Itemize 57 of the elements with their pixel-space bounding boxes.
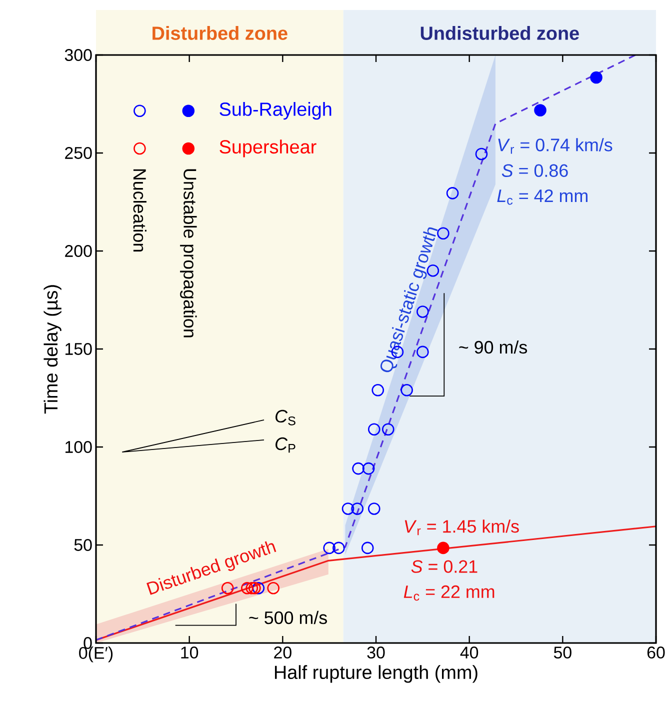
line-series <box>95 54 636 641</box>
point <box>400 384 413 396</box>
annotation: V$_{r}$ = 1.45 km/s <box>404 520 519 536</box>
x-tick-label: 40 <box>460 646 478 659</box>
point <box>372 384 384 396</box>
y-axis-title: Time delay (µs) <box>44 285 62 414</box>
y-tick-label: 50 <box>74 539 92 551</box>
point <box>534 104 546 116</box>
x-tick-label: 10 <box>181 646 198 659</box>
annotation: S = 0.21 <box>411 560 478 573</box>
annotation: Unstable propagation <box>180 169 197 338</box>
point <box>267 582 280 594</box>
point <box>246 582 258 594</box>
legend-label: Sub-Rayleigh <box>220 102 332 120</box>
y-tick-label: 150 <box>66 343 92 355</box>
x-tick-label: 60 <box>647 646 665 659</box>
point <box>248 582 261 594</box>
point <box>437 542 450 554</box>
point <box>252 582 265 594</box>
annotation: ~ 500 m/s <box>249 610 327 624</box>
point <box>351 502 364 515</box>
point <box>475 148 488 160</box>
y-tick-label: 200 <box>65 244 92 257</box>
annotation: L$_{c}$ = 22 mm <box>404 585 494 601</box>
band-label: Disturbed zone <box>152 26 288 40</box>
annotation: V$_{r}$ = 0.74 km/s <box>498 138 612 154</box>
annotation: L$_{c}$ = 42 mm <box>497 189 588 205</box>
point <box>323 542 336 554</box>
point <box>352 462 364 475</box>
point <box>361 542 374 554</box>
point <box>221 582 234 594</box>
point <box>368 502 380 515</box>
point <box>362 462 375 475</box>
band-label: Undisturbed zone <box>420 26 579 40</box>
point <box>382 423 394 436</box>
point <box>368 423 380 436</box>
point <box>332 542 345 554</box>
point <box>241 582 254 594</box>
y-tick-label: 0 <box>84 637 92 649</box>
x-tick-label: 50 <box>554 646 572 659</box>
annotation: S = 0.86 <box>502 164 568 177</box>
point <box>342 502 354 515</box>
y-tick-label: 250 <box>65 146 92 159</box>
x-tick-label: 20 <box>274 646 292 659</box>
point <box>446 187 459 200</box>
y-tick-label: 300 <box>64 48 92 61</box>
point <box>590 71 602 84</box>
point <box>437 227 450 240</box>
y-tick-label: 100 <box>66 441 92 453</box>
annotation: Nucleation <box>133 169 146 252</box>
x-tick-label: 30 <box>367 646 385 659</box>
x-axis-title: Half rupture length (mm) <box>274 665 478 683</box>
annotation: ~ 90 m/s <box>459 340 528 354</box>
annotation: C$_{S}$ <box>276 410 296 426</box>
legend-label: Supershear <box>220 140 316 158</box>
x-tick-label: 0(E′) <box>79 646 113 662</box>
annotation: C$_{P}$ <box>276 437 296 453</box>
